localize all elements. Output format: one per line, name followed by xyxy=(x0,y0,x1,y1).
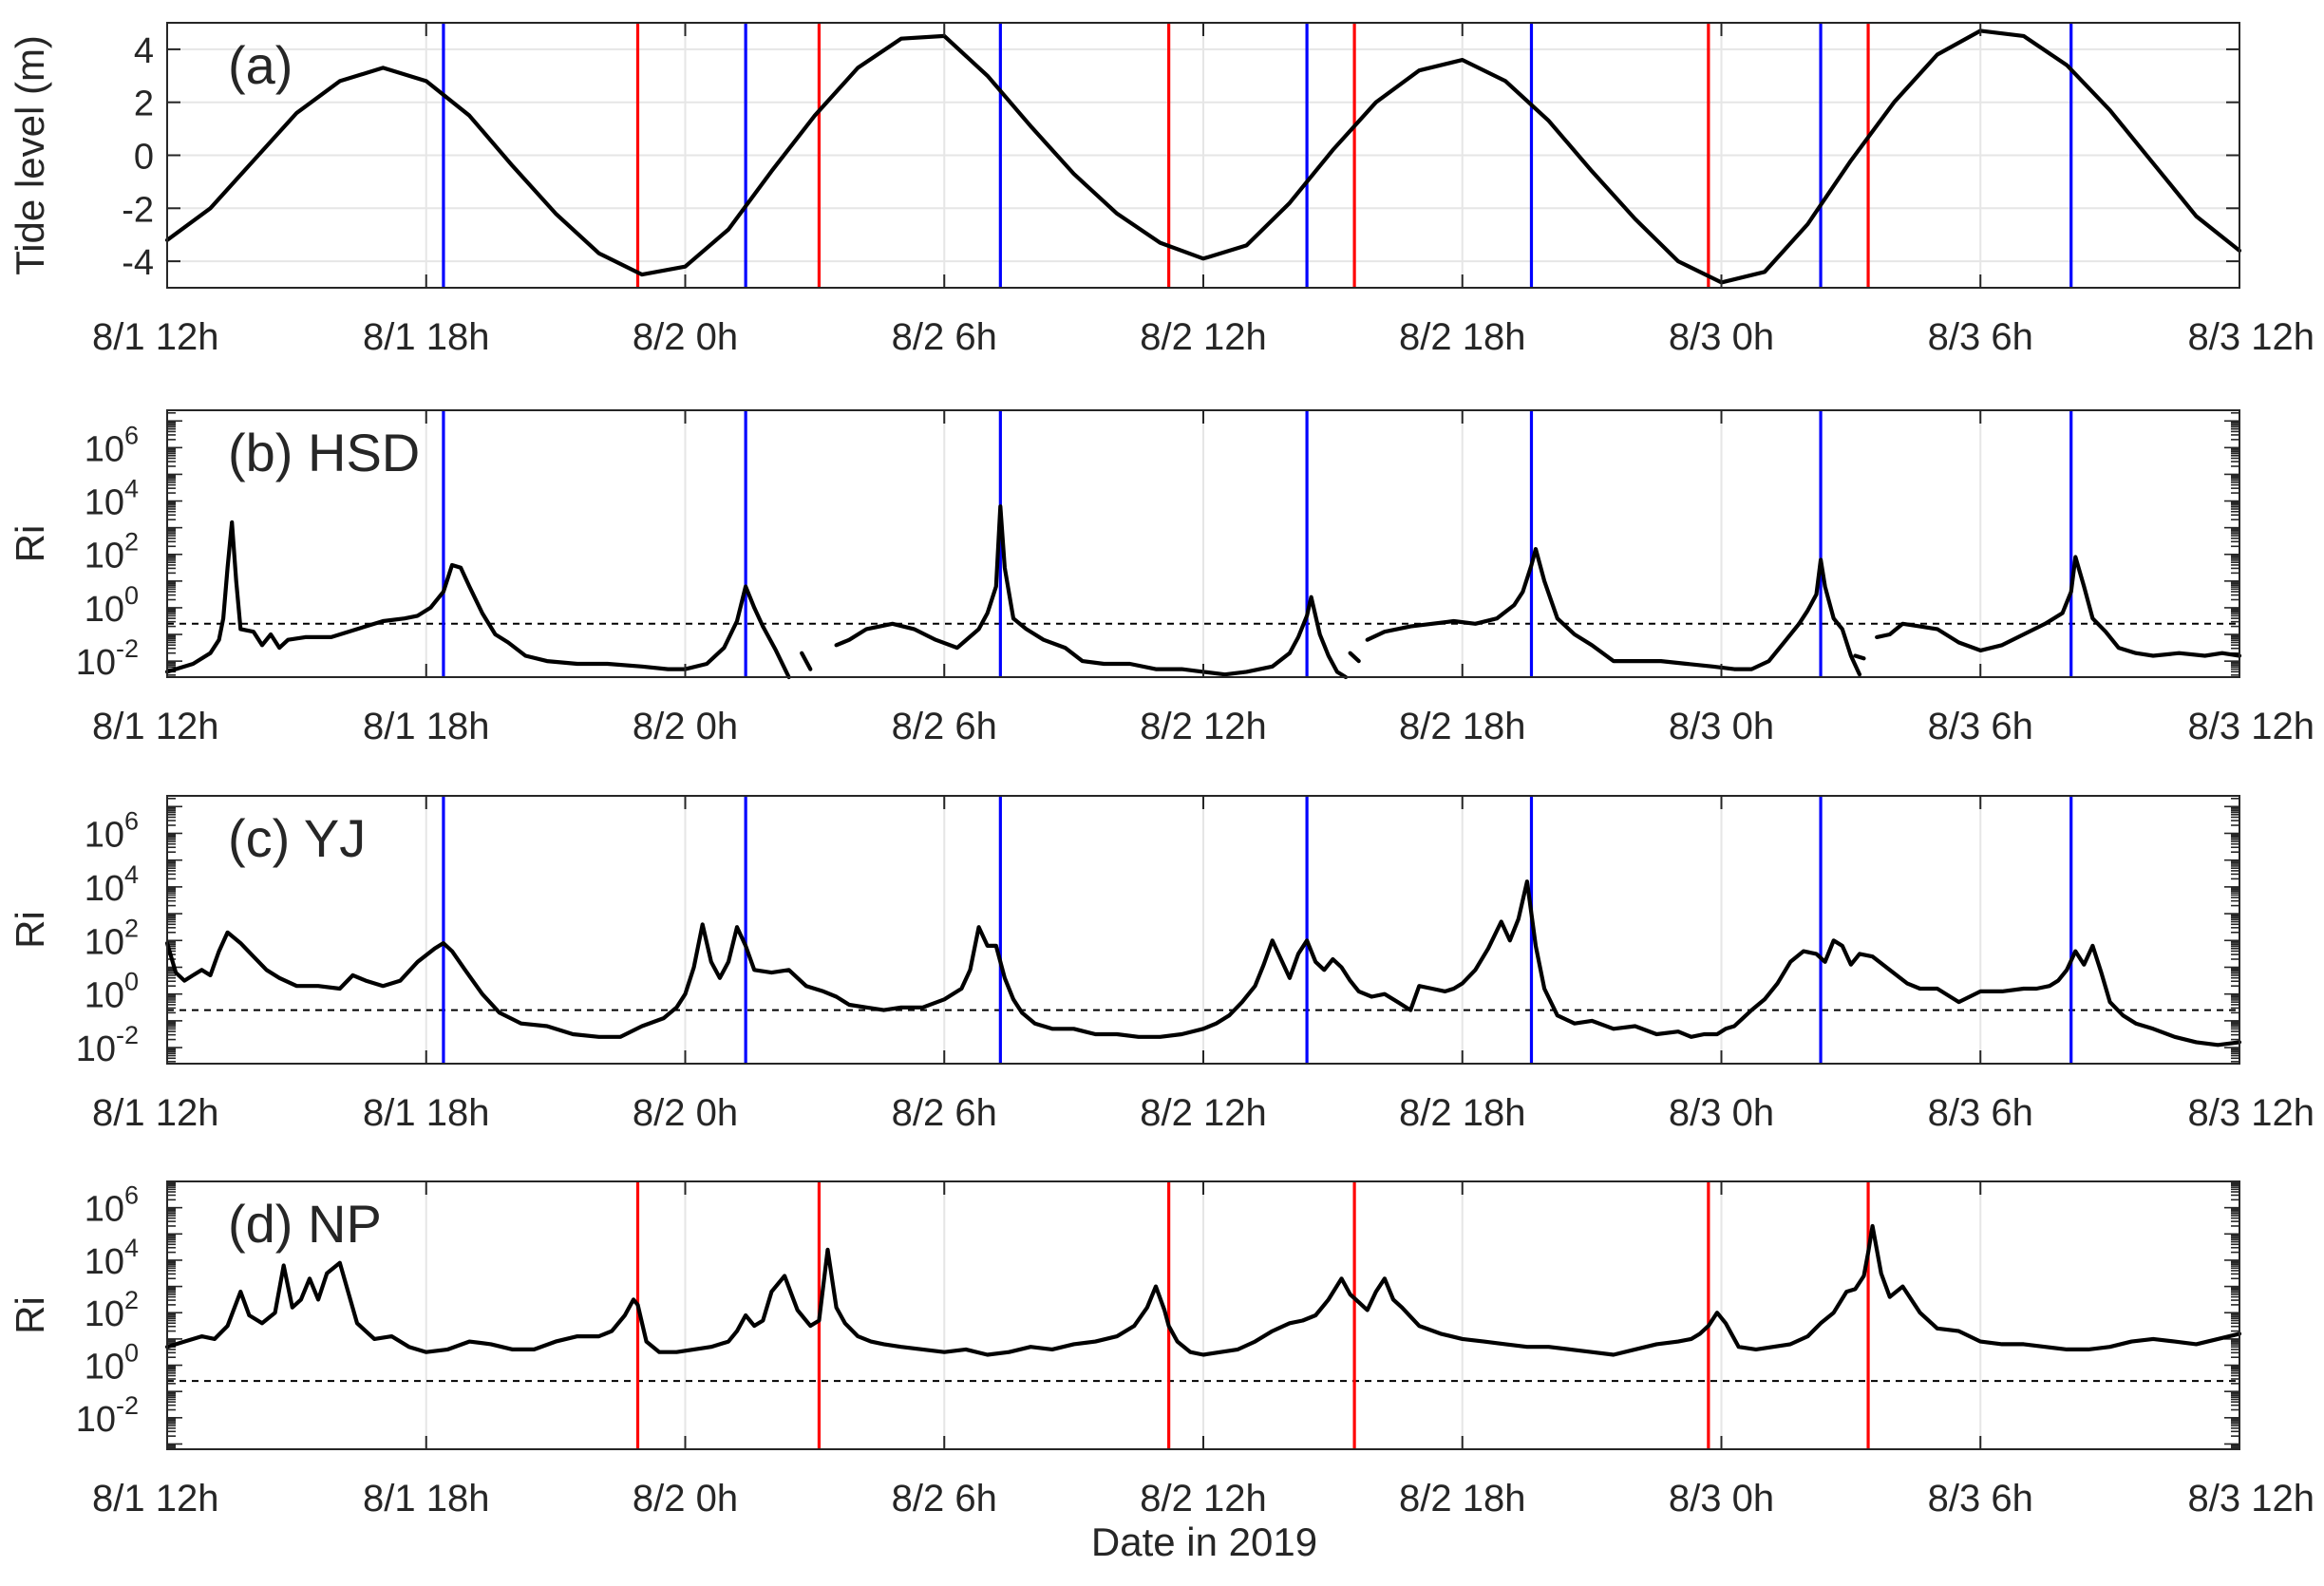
x-tick-label: 8/2 12h xyxy=(1140,706,1266,747)
x-tick-label: 8/2 12h xyxy=(1140,1478,1266,1520)
x-axis-title: Date in 2019 xyxy=(1091,1520,1317,1564)
series-line xyxy=(164,1223,2242,1357)
x-tick-label: 8/2 6h xyxy=(892,316,997,358)
series-line xyxy=(164,28,2242,285)
x-tick-label: 8/1 12h xyxy=(92,706,218,747)
series-line xyxy=(800,651,813,671)
y-tick-label: 10-2 xyxy=(76,1021,139,1069)
x-tick-label: 8/2 18h xyxy=(1399,316,1525,358)
x-tick-label: 8/3 6h xyxy=(1928,1478,2033,1520)
series-line xyxy=(834,504,1349,680)
panel-label: (a) xyxy=(228,35,293,95)
panels: 8/1 12h 8/1 18h 8/2 0h 8/2 6h 8/2 12h 8/2 18h… xyxy=(8,22,2315,1520)
x-tick-label: 8/3 12h xyxy=(2188,706,2315,747)
y-tick-label: 104 xyxy=(85,1234,139,1282)
x-tick-label: 8/3 6h xyxy=(1928,316,2033,358)
y-axis-title: Ri xyxy=(8,1296,52,1334)
y-axis-title: Ri xyxy=(8,525,52,563)
series-line xyxy=(1875,555,2242,658)
series-line xyxy=(1365,546,1862,677)
x-tick-label: 8/2 0h xyxy=(633,1092,738,1134)
y-tick-label: 104 xyxy=(85,860,139,909)
x-tick-label: 8/2 6h xyxy=(892,706,997,747)
x-tick-label: 8/2 18h xyxy=(1399,1092,1525,1134)
series-line xyxy=(1853,653,1866,661)
panel-c: 8/1 12h 8/1 18h 8/2 0h 8/2 6h 8/2 12h 8/2 18h… xyxy=(8,795,2315,1134)
x-tick-label: 8/3 6h xyxy=(1928,706,2033,747)
x-tick-label: 8/3 12h xyxy=(2188,1478,2315,1520)
y-tick-label: 106 xyxy=(85,1181,139,1230)
x-tick-label: 8/1 12h xyxy=(92,1092,218,1134)
y-tick-label: 10-2 xyxy=(76,1391,139,1440)
x-tick-label: 8/1 12h xyxy=(92,1478,218,1520)
x-tick-label: 8/2 0h xyxy=(633,316,738,358)
series-line xyxy=(164,519,765,674)
y-tick-label: 102 xyxy=(85,1286,139,1334)
y-tick-label: 106 xyxy=(85,806,139,855)
y-tick-label: 102 xyxy=(85,528,139,576)
x-tick-label: 8/3 0h xyxy=(1669,706,1774,747)
x-tick-label: 8/1 18h xyxy=(363,706,489,747)
panel-label: (b) HSD xyxy=(228,423,420,482)
x-tick-label: 8/2 18h xyxy=(1399,1478,1525,1520)
y-tick-label: 106 xyxy=(85,421,139,469)
panel-label: (d) NP xyxy=(228,1194,382,1254)
y-axis-title: Tide level (m) xyxy=(8,35,52,275)
y-tick-label: 100 xyxy=(85,968,139,1016)
x-tick-label: 8/2 6h xyxy=(892,1092,997,1134)
x-tick-label: 8/3 0h xyxy=(1669,1478,1774,1520)
panel-b: 8/1 12h 8/1 18h 8/2 0h 8/2 6h 8/2 12h 8/2 18h… xyxy=(8,409,2315,747)
x-tick-label: 8/2 6h xyxy=(892,1478,997,1520)
y-tick-label: -2 xyxy=(122,190,154,230)
x-tick-label: 8/1 12h xyxy=(92,316,218,358)
y-tick-label: 4 xyxy=(134,31,154,71)
y-tick-label: -4 xyxy=(122,243,154,283)
y-tick-label: 100 xyxy=(85,581,139,630)
x-tick-label: 8/1 18h xyxy=(363,1478,489,1520)
y-tick-label: 104 xyxy=(85,475,139,523)
series-line xyxy=(164,879,2242,1048)
x-tick-label: 8/3 6h xyxy=(1928,1092,2033,1134)
x-tick-label: 8/1 18h xyxy=(363,316,489,358)
y-axis-title: Ri xyxy=(8,911,52,949)
x-tick-label: 8/3 12h xyxy=(2188,1092,2315,1134)
panel-a: 8/1 12h 8/1 18h 8/2 0h 8/2 6h 8/2 12h 8/2 18h… xyxy=(8,22,2315,358)
y-tick-label: 10-2 xyxy=(76,634,139,683)
x-tick-label: 8/2 18h xyxy=(1399,706,1525,747)
x-tick-label: 8/3 0h xyxy=(1669,1092,1774,1134)
y-tick-label: 100 xyxy=(85,1339,139,1388)
x-tick-label: 8/2 12h xyxy=(1140,316,1266,358)
y-tick-label: 2 xyxy=(134,85,154,124)
panel-d: 8/1 12h 8/1 18h 8/2 0h 8/2 6h 8/2 12h 8/2 18h… xyxy=(8,1180,2315,1520)
panel-label: (c) YJ xyxy=(228,808,366,868)
y-tick-label: 102 xyxy=(85,914,139,962)
x-tick-label: 8/3 0h xyxy=(1669,316,1774,358)
series-line xyxy=(761,624,791,680)
x-tick-label: 8/2 0h xyxy=(633,706,738,747)
x-tick-label: 8/1 18h xyxy=(363,1092,489,1134)
x-tick-label: 8/2 12h xyxy=(1140,1092,1266,1134)
y-tick-label: 0 xyxy=(134,138,154,178)
series-line xyxy=(1348,651,1361,664)
x-tick-label: 8/3 12h xyxy=(2188,316,2315,358)
x-tick-label: 8/2 0h xyxy=(633,1478,738,1520)
